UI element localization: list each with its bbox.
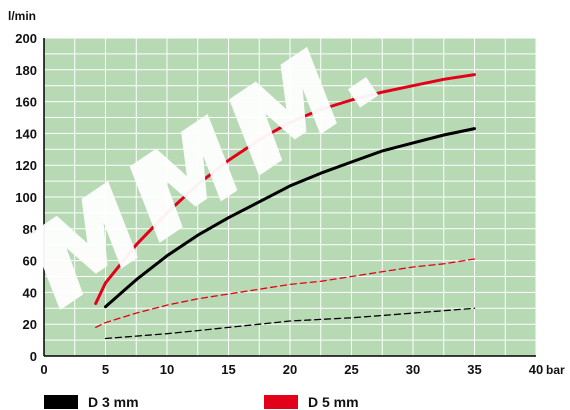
series-line-4 bbox=[95, 258, 476, 329]
x-tick-label: 5 bbox=[102, 362, 109, 377]
y-tick-label: 200 bbox=[15, 31, 37, 46]
y-tick-label: 20 bbox=[23, 317, 37, 332]
legend-label-d3: D 3 mm bbox=[88, 394, 139, 410]
x-tick-label: 20 bbox=[283, 362, 297, 377]
series-group bbox=[94, 73, 476, 340]
x-tick-label: 10 bbox=[160, 362, 174, 377]
series-line-1 bbox=[104, 127, 476, 309]
x-tick-label: 25 bbox=[344, 362, 358, 377]
y-tick-label: 160 bbox=[15, 95, 37, 110]
watermark-letter bbox=[30, 181, 138, 310]
axes bbox=[43, 38, 536, 357]
y-tick-label: 120 bbox=[15, 158, 37, 173]
legend-swatch-d5 bbox=[264, 395, 298, 409]
watermark bbox=[30, 46, 379, 310]
x-tick-label: 30 bbox=[406, 362, 420, 377]
y-tick-label: 140 bbox=[15, 126, 37, 141]
x-tick-label: 0 bbox=[40, 362, 47, 377]
legend: D 3 mm D 5 mm bbox=[44, 394, 359, 410]
x-tick-label: 15 bbox=[221, 362, 235, 377]
watermark-letter bbox=[129, 113, 238, 243]
y-tick-label: 0 bbox=[30, 349, 37, 364]
watermark-letter bbox=[229, 46, 337, 176]
y-axis-label: l/min bbox=[8, 9, 36, 23]
x-tick-label: 35 bbox=[467, 362, 481, 377]
legend-swatch-d3 bbox=[44, 395, 78, 409]
legend-label-d5: D 5 mm bbox=[308, 394, 359, 410]
watermark-dot bbox=[347, 77, 379, 108]
y-tick-label: 40 bbox=[23, 285, 37, 300]
y-tick-label: 100 bbox=[15, 190, 37, 205]
y-tick-label: 60 bbox=[23, 254, 37, 269]
y-tick-label: 180 bbox=[15, 63, 37, 78]
x-tick-labels: 0 5 10 15 20 25 30 35 40 bbox=[40, 362, 543, 377]
series-line-3 bbox=[94, 73, 476, 305]
x-axis-label: bar bbox=[546, 363, 565, 377]
series-line-2 bbox=[104, 307, 476, 340]
x-tick-label: 40 bbox=[529, 362, 543, 377]
